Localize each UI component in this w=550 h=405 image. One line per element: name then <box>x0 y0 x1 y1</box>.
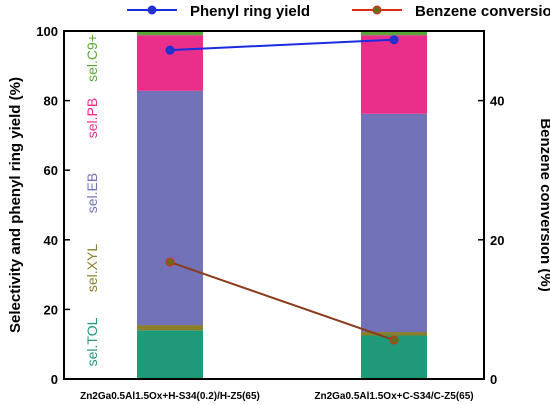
y2-tick-label: 20 <box>490 233 504 248</box>
legend-label-phenyl-ring-yield: Phenyl ring yield <box>190 3 310 20</box>
series-lines <box>165 35 399 345</box>
plot-frame <box>63 30 485 380</box>
y2-tick-label: 0 <box>490 372 497 387</box>
segment-label-sel-tol: sel.TOL <box>84 317 100 366</box>
bar-sel-pb-1 <box>137 35 203 91</box>
x-tick-label: Zn2Ga0.5Al1.5Ox+C-S34/C-Z5(65) <box>314 391 473 402</box>
point-phenyl-ring-yield-2 <box>389 35 399 45</box>
bar-sel-eb-1 <box>137 90 203 326</box>
segment-label-sel-xyl: sel.XYL <box>84 244 100 292</box>
y-tick-label: 0 <box>51 372 58 387</box>
point-benzene-conversion-2 <box>389 335 399 345</box>
segment-label-sel-pb: sel.PB <box>84 98 100 138</box>
segment-label-sel-eb: sel.EB <box>84 173 100 213</box>
y-tick-label: 80 <box>44 94 58 109</box>
segment-labels: sel.TOL sel.XYL sel.EB sel.PB sel.C9+ <box>84 34 100 366</box>
y2-tick-label: 40 <box>490 94 504 109</box>
y-tick-label: 20 <box>44 302 58 317</box>
y-tick-label: 100 <box>36 24 58 39</box>
point-phenyl-ring-yield-1 <box>165 45 175 55</box>
bar-sel-c9-1 <box>137 31 203 36</box>
legend: Phenyl ring yield Benzene conversion <box>127 3 550 20</box>
y-tick-label: 60 <box>44 163 58 178</box>
y-axis-label: Selectivity and phenyl ring yield (%) <box>7 77 24 333</box>
line-benzene-conversion <box>169 261 395 341</box>
bar-sel-eb-2 <box>361 113 427 333</box>
y2-axis-label: Benzene conversion (%) <box>537 118 550 291</box>
axes: 0 20 40 60 80 100 0 20 40 Zn2Ga0.5Al1.5Ox+H-S34(0… <box>36 24 504 402</box>
legend-label-benzene-conversion: Benzene conversion <box>415 3 550 20</box>
bars <box>137 31 427 379</box>
bar-sel-xyl-2 <box>361 332 427 336</box>
line-phenyl-ring-yield <box>169 38 395 52</box>
bar-sel-pb-2 <box>361 35 427 114</box>
point-benzene-conversion-1 <box>165 257 175 267</box>
y-tick-label: 40 <box>44 233 58 248</box>
bar-sel-tol-1 <box>137 330 203 379</box>
segment-label-sel-c9: sel.C9+ <box>84 34 100 82</box>
bar-sel-c9-2 <box>361 31 427 36</box>
bar-sel-xyl-1 <box>137 325 203 331</box>
legend-marker-benzene-conversion <box>372 5 382 15</box>
legend-marker-phenyl-ring-yield <box>147 5 157 15</box>
x-tick-label: Zn2Ga0.5Al1.5Ox+H-S34(0.2)/H-Z5(65) <box>80 391 260 402</box>
